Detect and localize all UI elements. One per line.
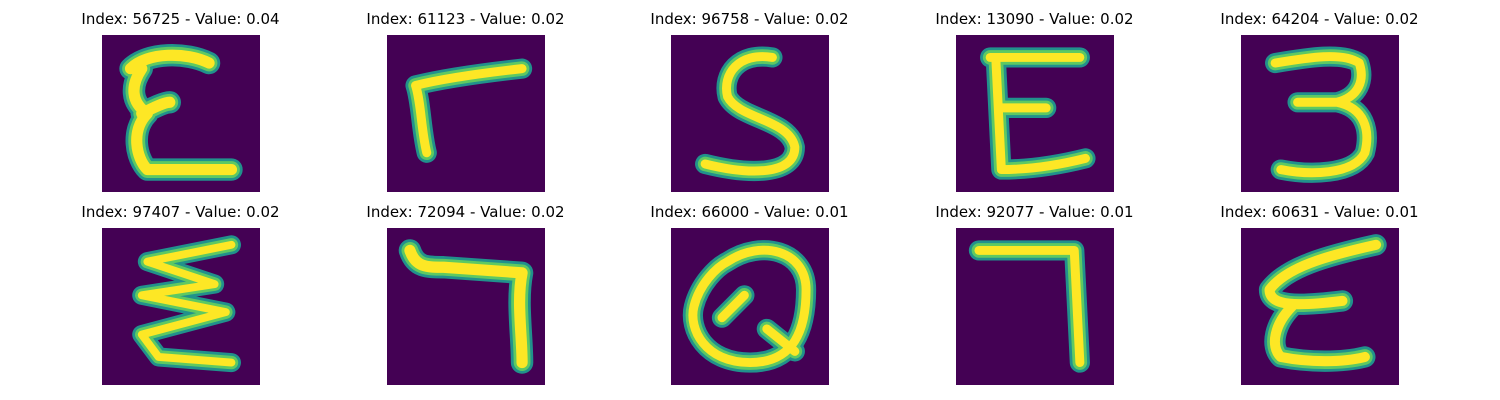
- panel-title: Index: 72094 - Value: 0.02: [366, 203, 565, 221]
- panel-title: Index: 96758 - Value: 0.02: [650, 10, 849, 28]
- digit-image: [387, 228, 545, 385]
- panel-title: Index: 56725 - Value: 0.04: [81, 10, 280, 28]
- panel-7: Index: 72094 - Value: 0.02: [323, 203, 608, 393]
- glyph-E-bold: [119, 44, 243, 181]
- digit-image: [671, 35, 829, 192]
- glyph-S: [695, 46, 805, 182]
- panel-3: Index: 96758 - Value: 0.02: [607, 10, 892, 200]
- glyph-Q: [682, 240, 817, 373]
- panel-title: Index: 66000 - Value: 0.01: [650, 203, 849, 221]
- glyph-zigzag-E: [132, 235, 241, 373]
- glyph-7-hook: [398, 239, 534, 374]
- panel-6: Index: 97407 - Value: 0.02: [38, 203, 323, 393]
- panel-title: Index: 97407 - Value: 0.02: [81, 203, 280, 221]
- digit-image: [956, 35, 1114, 192]
- digit-image: [387, 35, 545, 192]
- panel-title: Index: 61123 - Value: 0.02: [366, 10, 565, 28]
- glyph-3: [1265, 46, 1377, 183]
- panel-title: Index: 64204 - Value: 0.02: [1220, 10, 1419, 28]
- digit-image: [102, 35, 260, 192]
- digit-image: [1241, 228, 1399, 385]
- glyph-7: [968, 240, 1090, 373]
- panel-title: Index: 13090 - Value: 0.02: [935, 10, 1134, 28]
- glyph-E: [980, 47, 1096, 180]
- panel-5: Index: 64204 - Value: 0.02: [1177, 10, 1462, 200]
- digit-image: [102, 228, 260, 385]
- glyph-E-slant: [1258, 234, 1387, 372]
- panel-2: Index: 61123 - Value: 0.02: [323, 10, 608, 200]
- glyph-r: [405, 58, 533, 163]
- digit-image: [1241, 35, 1399, 192]
- panel-10: Index: 60631 - Value: 0.01: [1177, 203, 1462, 393]
- panel-4: Index: 13090 - Value: 0.02: [892, 10, 1177, 200]
- panel-title: Index: 60631 - Value: 0.01: [1220, 203, 1419, 221]
- digit-image: [956, 228, 1114, 385]
- panel-1: Index: 56725 - Value: 0.04: [38, 10, 323, 200]
- digit-image: [671, 228, 829, 385]
- panel-title: Index: 92077 - Value: 0.01: [935, 203, 1134, 221]
- panel-8: Index: 66000 - Value: 0.01: [607, 203, 892, 393]
- panel-9: Index: 92077 - Value: 0.01: [892, 203, 1177, 393]
